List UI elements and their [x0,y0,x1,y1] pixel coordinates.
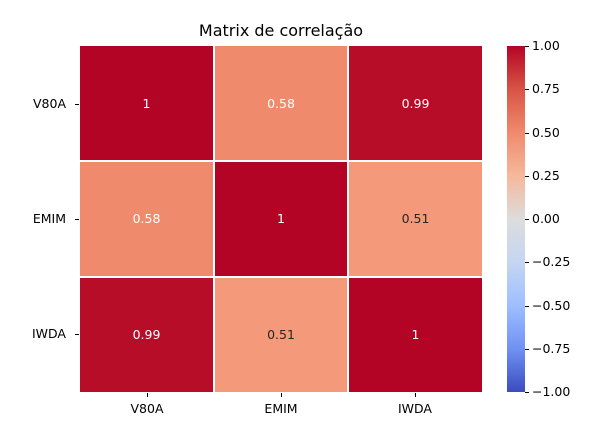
colorbar-tick-mark [525,262,529,264]
y-tick-label: IWDA [31,326,66,342]
heatmap-cell: 0.51 [349,162,482,276]
y-tick-mark [75,334,79,336]
colorbar [507,46,525,392]
colorbar-tick-mark [525,132,529,134]
colorbar-tick-label: 1.00 [532,38,560,53]
colorbar-tick-mark [525,175,529,177]
colorbar-tick-label: 0.50 [532,124,560,140]
colorbar-tick-mark [525,219,529,220]
x-tick-mark [147,393,148,397]
x-tick-label: IWDA [397,401,432,416]
x-tick-mark [415,393,416,397]
colorbar-tick-label: −0.25 [532,254,571,270]
heatmap-cell: 1 [215,162,347,276]
heatmap-cell: 0.51 [215,277,347,392]
colorbar-tick-mark [525,305,529,307]
heatmap-cell: 1 [349,277,482,392]
colorbar-tick-label: −1.00 [532,384,571,399]
chart-title: Matrix de correlação [198,21,364,40]
colorbar-tick-label: 0.00 [532,211,560,226]
x-tick-mark [281,393,282,397]
colorbar-tick-label: 0.25 [532,167,560,183]
colorbar-tick-label: 0.75 [532,81,560,97]
colorbar-tick-mark [525,89,529,91]
heatmap-grid: 1 0.58 0.99 0.58 1 0.51 0.99 0.51 1 [80,46,482,392]
colorbar-tick-label: −0.50 [532,297,571,313]
x-tick-label: V80A [130,401,164,416]
heatmap-cell: 0.58 [80,162,213,276]
colorbar-tick-mark [525,348,529,350]
heatmap-cell: 0.99 [80,277,213,392]
y-tick-label: V80A [32,95,66,111]
colorbar-tick-mark [525,46,529,47]
colorbar-tick-mark [525,392,529,393]
heatmap-cell: 0.99 [349,46,482,161]
colorbar-tick-label: −0.75 [532,340,571,356]
y-tick-mark [75,219,79,220]
y-tick-label: EMIM [32,211,66,226]
heatmap-cell: 0.58 [215,46,347,161]
x-tick-label: EMIM [264,401,298,416]
y-tick-mark [75,103,79,105]
heatmap-cell: 1 [80,46,213,161]
